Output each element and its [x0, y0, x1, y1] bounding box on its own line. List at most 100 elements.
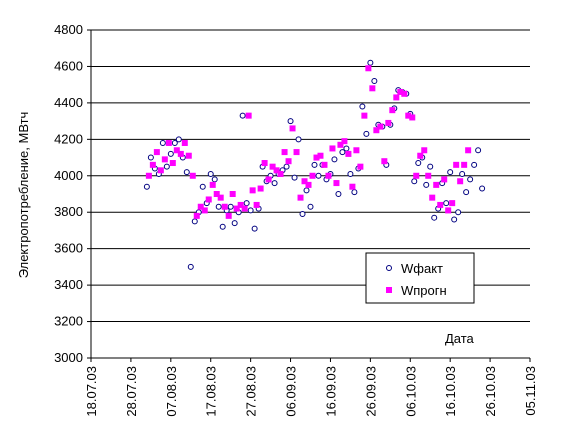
data-point-wprogn	[229, 191, 236, 197]
data-point-wfakt	[147, 154, 154, 161]
data-point-wprogn	[277, 170, 284, 177]
data-point-wfakt	[447, 169, 454, 176]
data-point-wfakt	[311, 161, 318, 168]
data-point-wprogn	[329, 145, 336, 152]
series-wfakt	[143, 59, 486, 270]
data-point-wprogn	[237, 201, 244, 208]
data-point-wprogn	[389, 107, 396, 114]
data-point-wprogn	[213, 191, 220, 197]
data-point-wfakt	[207, 170, 214, 177]
data-point-wprogn	[353, 147, 360, 154]
data-point-wfakt	[159, 139, 166, 146]
data-point-wprogn	[217, 194, 224, 201]
data-point-wfakt	[351, 189, 358, 196]
legend-box	[365, 252, 475, 304]
x-tick-label: 16.09.03	[323, 366, 338, 417]
data-point-wprogn	[209, 181, 216, 188]
data-point-wprogn	[249, 187, 256, 194]
data-point-wfakt	[303, 187, 310, 194]
data-point-wfakt	[175, 136, 182, 143]
x-tick-label: 06.09.03	[284, 366, 299, 417]
data-point-wprogn	[441, 176, 448, 183]
data-point-wprogn	[349, 183, 356, 190]
data-point-wprogn	[297, 194, 304, 201]
data-point-wfakt	[315, 172, 322, 179]
data-point-wfakt	[451, 216, 458, 223]
y-tick-label: 4000	[54, 168, 83, 183]
y-axis-label: Электропотребление, МВтч	[16, 112, 31, 279]
data-point-wprogn	[233, 205, 240, 212]
data-point-wfakt	[183, 169, 190, 176]
data-point-wprogn	[453, 161, 460, 168]
x-tick-label: 07.08.03	[164, 366, 179, 417]
data-point-wprogn	[461, 161, 468, 168]
data-point-wprogn	[337, 141, 344, 148]
data-point-wprogn	[205, 196, 212, 203]
y-tick-label: 4800	[54, 22, 83, 37]
data-point-wprogn	[225, 212, 232, 219]
data-point-wfakt	[443, 200, 450, 207]
data-point-wprogn	[273, 167, 280, 174]
y-tick-label: 4200	[54, 131, 83, 146]
data-point-wprogn	[409, 114, 416, 121]
series-layer	[143, 59, 486, 270]
data-point-wprogn	[377, 123, 384, 130]
data-point-wprogn	[177, 150, 184, 157]
data-point-wfakt	[227, 203, 234, 210]
data-point-wfakt	[231, 220, 238, 227]
data-point-wprogn	[257, 185, 264, 192]
data-point-wfakt	[295, 136, 302, 143]
y-tick-label: 3600	[54, 241, 83, 256]
data-point-wfakt	[471, 161, 478, 168]
data-point-wprogn	[369, 85, 376, 92]
data-point-wfakt	[455, 209, 462, 216]
data-point-wfakt	[167, 150, 174, 157]
data-point-wprogn	[189, 172, 196, 179]
data-point-wprogn	[405, 112, 412, 119]
data-point-wprogn	[201, 207, 208, 214]
data-point-wprogn	[161, 156, 168, 163]
x-tick-label: 26.10.03	[483, 366, 498, 417]
data-point-wfakt	[343, 145, 350, 152]
data-point-wprogn	[253, 201, 260, 208]
data-point-wprogn	[245, 112, 252, 119]
data-point-wfakt	[163, 163, 170, 170]
x-axis-label: Дата	[445, 331, 475, 346]
data-point-wprogn	[413, 172, 420, 179]
data-point-wfakt	[423, 181, 430, 188]
data-point-wprogn	[169, 160, 176, 167]
data-point-wfakt	[215, 203, 222, 210]
y-tick-label: 3400	[54, 277, 83, 292]
data-point-wprogn	[281, 149, 288, 156]
data-point-wfakt	[359, 103, 366, 110]
data-point-wprogn	[361, 112, 368, 119]
data-point-wprogn	[433, 181, 440, 188]
legend-marker-wprogn	[386, 287, 392, 293]
data-point-wfakt	[479, 185, 486, 192]
data-point-wfakt	[363, 130, 370, 137]
x-tick-label: 17.08.03	[204, 366, 219, 417]
data-point-wfakt	[299, 211, 306, 218]
data-point-wfakt	[411, 178, 418, 185]
data-point-wfakt	[187, 263, 194, 270]
data-point-wfakt	[243, 200, 250, 207]
data-point-wfakt	[459, 170, 466, 177]
data-point-wprogn	[301, 178, 308, 185]
data-point-wfakt	[247, 207, 254, 214]
data-point-wfakt	[339, 149, 346, 156]
data-point-wfakt	[475, 147, 482, 154]
legend-marker-wfakt	[386, 265, 392, 271]
data-point-wprogn	[293, 149, 300, 156]
data-point-wfakt	[283, 163, 290, 170]
data-point-wfakt	[347, 170, 354, 177]
data-point-wfakt	[287, 118, 294, 125]
data-point-wfakt	[251, 225, 258, 232]
data-point-wprogn	[373, 127, 380, 134]
x-tick-label: 05.11.03	[523, 366, 538, 416]
data-point-wprogn	[173, 147, 180, 154]
data-point-wfakt	[239, 112, 246, 119]
data-point-wprogn	[149, 161, 156, 168]
data-point-wprogn	[285, 158, 292, 165]
data-point-wfakt	[307, 203, 314, 210]
